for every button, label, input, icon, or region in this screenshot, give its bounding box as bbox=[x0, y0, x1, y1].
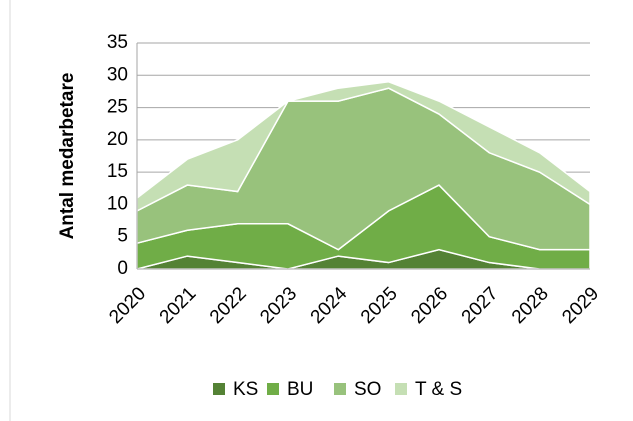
x-tick-label: 2023 bbox=[256, 283, 301, 328]
area bbox=[136, 80, 591, 213]
legend-swatch bbox=[395, 383, 407, 395]
y-axis-title: Antal medarbetare bbox=[57, 73, 78, 240]
x-tick-label: 2025 bbox=[357, 283, 402, 328]
y-tick-label: 15 bbox=[107, 161, 128, 182]
x-tick-label: 2024 bbox=[307, 283, 352, 328]
legend-label: KS bbox=[233, 379, 258, 400]
y-tick-label: 0 bbox=[117, 258, 128, 279]
legend-label: SO bbox=[354, 379, 381, 400]
y-tick-label: 20 bbox=[107, 129, 128, 150]
y-tick-label: 35 bbox=[107, 32, 128, 53]
legend-label: BU bbox=[287, 379, 313, 400]
y-tick-label: 30 bbox=[107, 64, 128, 85]
legend-label: T & S bbox=[415, 379, 462, 400]
y-tick-label: 10 bbox=[107, 193, 128, 214]
legend-swatch bbox=[213, 383, 225, 395]
x-tick-label: 2028 bbox=[508, 283, 553, 328]
x-tick-label: 2029 bbox=[558, 283, 603, 328]
y-tick-label: 5 bbox=[117, 226, 128, 247]
y-tick-label: 25 bbox=[107, 97, 128, 118]
legend-swatch bbox=[267, 383, 279, 395]
x-tick-label: 2021 bbox=[156, 283, 201, 328]
x-tick-label: 2022 bbox=[206, 283, 251, 328]
x-tick-label: 2026 bbox=[407, 283, 452, 328]
legend-swatch bbox=[334, 383, 346, 395]
x-tick-label: 2027 bbox=[458, 283, 503, 328]
x-tick-label: 2020 bbox=[105, 283, 150, 328]
